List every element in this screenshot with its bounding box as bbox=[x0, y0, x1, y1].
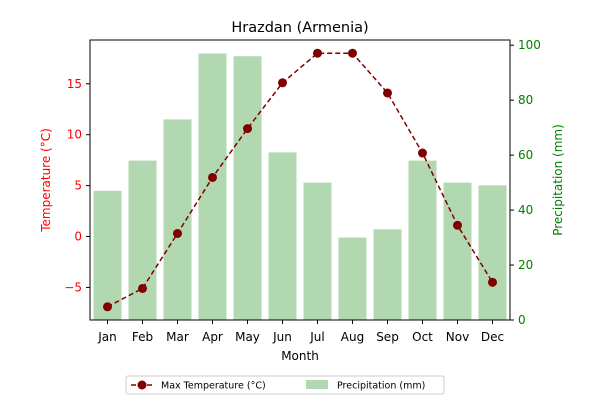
chart-title: Hrazdan (Armenia) bbox=[231, 20, 368, 36]
x-tick-label-jun: Jun bbox=[272, 330, 292, 344]
right-tick-label: 20 bbox=[518, 258, 533, 272]
precipitation-bar-sep bbox=[373, 229, 402, 320]
left-tick-label: −5 bbox=[64, 280, 82, 294]
x-tick-label-jul: Jul bbox=[309, 330, 324, 344]
left-axis: −5 0 5 10 15 bbox=[64, 77, 90, 294]
temperature-point-mar bbox=[173, 228, 182, 238]
x-tick-label-may: May bbox=[235, 330, 260, 344]
line-layer bbox=[103, 48, 497, 312]
temperature-point-jan bbox=[103, 302, 112, 312]
x-tick-label-dec: Dec bbox=[481, 330, 504, 344]
temperature-point-apr bbox=[208, 172, 217, 182]
precipitation-bar-mar bbox=[163, 119, 192, 320]
left-tick-label: 15 bbox=[67, 77, 82, 91]
temperature-point-jul bbox=[313, 48, 322, 58]
precipitation-bar-jun bbox=[268, 152, 297, 320]
left-tick-label: 5 bbox=[74, 179, 82, 193]
precipitation-bar-nov bbox=[443, 182, 472, 320]
x-tick-label-mar: Mar bbox=[166, 330, 189, 344]
precipitation-bar-jul bbox=[303, 182, 332, 320]
temperature-point-dec bbox=[488, 277, 497, 287]
temperature-point-feb bbox=[138, 283, 147, 293]
right-axis-label: Precipitation (mm) bbox=[551, 124, 565, 236]
left-axis-label: Temperature (°C) bbox=[39, 128, 53, 233]
temperature-line bbox=[107, 52, 494, 308]
left-tick-label: 0 bbox=[74, 230, 82, 244]
precipitation-bar-feb bbox=[128, 160, 157, 320]
temperature-point-oct bbox=[418, 148, 427, 158]
x-tick-label-aug: Aug bbox=[341, 330, 364, 344]
x-axis-label: Month bbox=[281, 349, 319, 363]
legend-line-marker bbox=[137, 380, 147, 390]
precipitation-bar-may bbox=[233, 56, 262, 321]
legend-label-temperature: Max Temperature (°C) bbox=[161, 381, 266, 392]
x-tick-label-jan: Jan bbox=[97, 330, 117, 344]
x-axis: Jan Feb Mar Apr May Jun Jul Aug Sep Oct Nov Dec bbox=[97, 320, 504, 344]
x-tick-label-oct: Oct bbox=[412, 330, 433, 344]
temperature-point-may bbox=[243, 124, 252, 134]
precipitation-bar-apr bbox=[198, 53, 227, 321]
right-tick-label: 60 bbox=[518, 148, 533, 162]
bars-layer bbox=[93, 53, 507, 321]
legend: Max Temperature (°C) Precipitation (mm) bbox=[125, 375, 445, 395]
right-tick-label: 100 bbox=[518, 38, 541, 52]
x-tick-label-sep: Sep bbox=[376, 330, 399, 344]
plot-frame bbox=[89, 39, 511, 321]
precipitation-bar-dec bbox=[478, 185, 507, 320]
legend-frame bbox=[125, 375, 445, 395]
left-tick-label: 10 bbox=[67, 128, 82, 142]
temperature-point-sep bbox=[383, 88, 392, 98]
x-tick-label-feb: Feb bbox=[132, 330, 153, 344]
temperature-point-nov bbox=[453, 220, 462, 230]
x-tick-label-apr: Apr bbox=[202, 330, 223, 344]
temperature-point-aug bbox=[348, 48, 357, 58]
precipitation-bar-oct bbox=[408, 160, 437, 320]
legend-label-precipitation: Precipitation (mm) bbox=[337, 381, 425, 392]
legend-bar-swatch bbox=[306, 380, 328, 389]
right-tick-label: 40 bbox=[518, 203, 533, 217]
right-tick-label: 80 bbox=[518, 93, 533, 107]
precipitation-bar-jan bbox=[93, 190, 122, 320]
right-axis: 0 20 40 60 80 100 bbox=[510, 38, 541, 327]
precipitation-bar-aug bbox=[338, 237, 367, 320]
right-tick-label: 0 bbox=[518, 313, 526, 327]
x-tick-label-nov: Nov bbox=[446, 330, 469, 344]
temperature-point-jun bbox=[278, 78, 287, 88]
